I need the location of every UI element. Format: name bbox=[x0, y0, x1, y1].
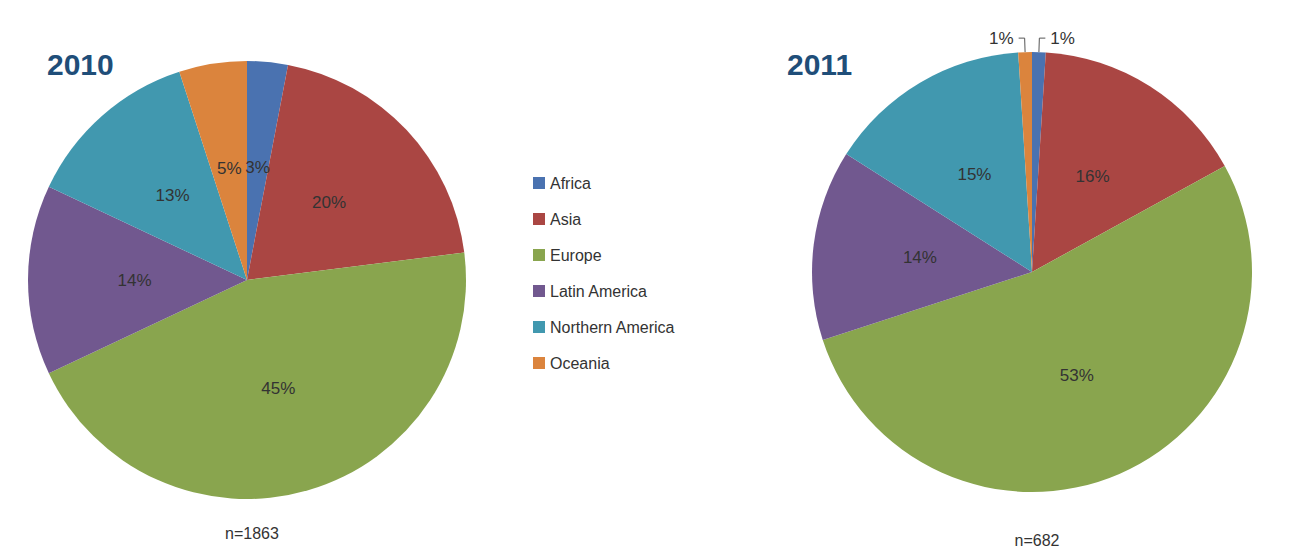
svg-text:Africa: Africa bbox=[550, 175, 591, 192]
svg-text:15%: 15% bbox=[957, 165, 991, 184]
svg-text:14%: 14% bbox=[117, 271, 151, 290]
svg-text:20%: 20% bbox=[312, 193, 346, 212]
svg-text:3%: 3% bbox=[245, 158, 270, 177]
svg-text:2010: 2010 bbox=[47, 48, 114, 81]
svg-text:n=682: n=682 bbox=[1015, 532, 1060, 549]
svg-text:Oceania: Oceania bbox=[550, 355, 610, 372]
svg-text:2011: 2011 bbox=[787, 48, 852, 81]
svg-text:53%: 53% bbox=[1060, 366, 1094, 385]
svg-text:Northern America: Northern America bbox=[550, 319, 675, 336]
svg-text:14%: 14% bbox=[903, 248, 937, 267]
svg-text:Latin America: Latin America bbox=[550, 283, 647, 300]
svg-text:13%: 13% bbox=[156, 186, 190, 205]
svg-text:5%: 5% bbox=[217, 159, 242, 178]
svg-text:Europe: Europe bbox=[550, 247, 602, 264]
svg-text:1%: 1% bbox=[989, 29, 1014, 48]
svg-text:n=1863: n=1863 bbox=[225, 525, 279, 542]
svg-text:Asia: Asia bbox=[550, 211, 581, 228]
svg-text:16%: 16% bbox=[1076, 167, 1110, 186]
svg-text:1%: 1% bbox=[1050, 29, 1075, 48]
svg-text:45%: 45% bbox=[261, 379, 295, 398]
